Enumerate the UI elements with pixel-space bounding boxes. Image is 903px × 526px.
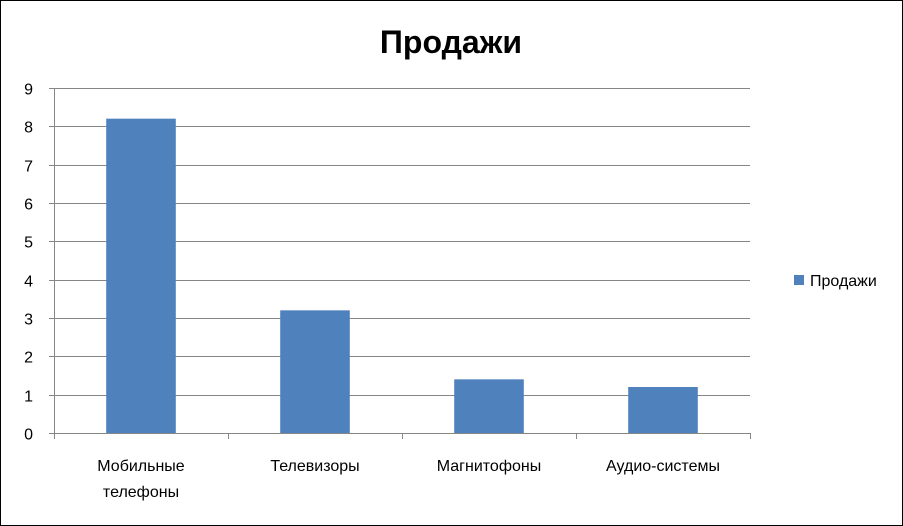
axes: [49, 88, 751, 439]
x-category-label-0-line-1: телефоны: [103, 484, 179, 501]
y-tick-label-1: 1: [24, 389, 33, 406]
x-category-label-3: Аудио-системы: [606, 458, 720, 475]
y-tick-label-3: 3: [24, 312, 33, 329]
chart-title: Продажи: [380, 24, 522, 60]
bar-2: [454, 379, 524, 433]
legend-swatch: [794, 275, 804, 285]
x-category-label-0-line-0: Мобильные: [97, 458, 185, 475]
y-tick-label-7: 7: [24, 159, 33, 176]
legend: Продажи: [794, 273, 877, 290]
x-category-label-1: Телевизоры: [270, 458, 359, 475]
x-axis-category-labels: Мобильные телефоны Телевизоры Магнитофоны Ау…: [97, 458, 720, 501]
y-tick-label-0: 0: [24, 427, 33, 444]
bar-0: [106, 118, 176, 434]
y-tick-label-4: 4: [24, 274, 33, 291]
legend-label: Продажи: [810, 273, 877, 290]
bar-1: [280, 310, 350, 433]
y-tick-label-2: 2: [24, 350, 33, 367]
bars: [106, 118, 698, 434]
y-tick-label-8: 8: [24, 120, 33, 137]
y-tick-label-9: 9: [24, 82, 33, 99]
y-tick-label-6: 6: [24, 197, 33, 214]
y-axis-tick-labels: 0 1 2 3 4 5 6 7 8 9: [24, 82, 33, 444]
x-category-label-2: Магнитофоны: [437, 458, 541, 475]
bar-3: [628, 387, 698, 433]
y-tick-label-5: 5: [24, 235, 33, 252]
